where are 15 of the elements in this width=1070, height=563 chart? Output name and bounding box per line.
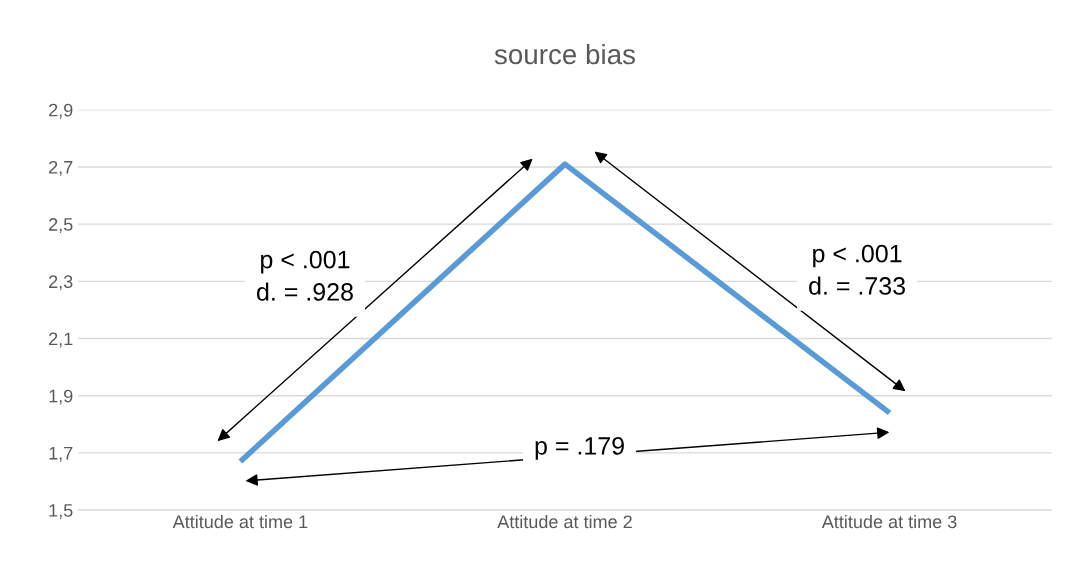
x-tick-label: Attitude at time 1	[172, 514, 308, 529]
y-tick-label: 1,7	[49, 447, 73, 462]
y-tick-label: 2,9	[49, 103, 73, 119]
annotation: p = .179	[535, 437, 624, 460]
y-tick-label: 2,7	[49, 160, 73, 176]
annotation: p < .001 d. = .733	[809, 244, 905, 295]
x-tick-label: Attitude at time 3	[821, 514, 957, 529]
chart-title: source bias	[494, 43, 635, 65]
y-tick-label: 1,5	[49, 504, 73, 519]
x-tick-label: Attitude at time 2	[497, 514, 632, 529]
y-tick-label: 2,5	[49, 218, 73, 234]
y-tick-label: 1,9	[49, 389, 73, 405]
y-tick-label: 2,3	[49, 275, 73, 291]
y-tick-label: 2,1	[49, 332, 73, 348]
annotation: p < .001 d. = .928	[257, 250, 353, 301]
